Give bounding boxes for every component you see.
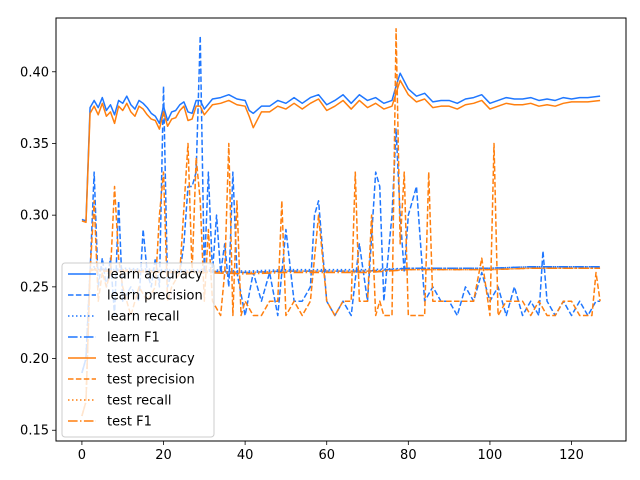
- legend-label: test F1: [107, 415, 152, 430]
- y-tick-label: 0.15: [20, 424, 49, 439]
- y-tick-label: 0.25: [20, 280, 49, 295]
- legend-label: learn F1: [107, 331, 160, 346]
- legend-label: test recall: [107, 394, 172, 409]
- legend-box: [61, 262, 215, 438]
- series-line-test-accuracy: [81, 79, 601, 224]
- x-tick-label: 20: [155, 448, 172, 463]
- y-axis: 0.15 0.20 0.25 0.30 0.35 0.40: [20, 65, 56, 439]
- x-axis: 0 20 40 60 80 100 120: [78, 441, 584, 463]
- x-tick-label: 80: [400, 448, 417, 463]
- y-tick-label: 0.40: [20, 65, 49, 80]
- plot-frame: [55, 17, 627, 442]
- legend-label: test precision: [107, 373, 195, 388]
- y-tick-label: 0.20: [20, 352, 49, 367]
- y-tick-label: 0.35: [20, 137, 49, 152]
- legend-label: test accuracy: [107, 352, 195, 367]
- series-line-learn-accuracy: [81, 72, 601, 222]
- y-tick-label: 0.30: [20, 209, 49, 224]
- x-tick-label: 100: [478, 448, 503, 463]
- legend-label: learn accuracy: [107, 268, 203, 283]
- x-tick-label: 40: [237, 448, 254, 463]
- x-tick-label: 120: [559, 448, 584, 463]
- legend-label: learn precision: [107, 289, 203, 304]
- legend-label: learn recall: [107, 310, 179, 325]
- x-tick-label: 60: [318, 448, 335, 463]
- series-line-test-recall: [81, 267, 601, 417]
- legend: learn accuracy learn precision learn recal…: [61, 262, 215, 438]
- x-tick-label: 0: [78, 448, 86, 463]
- series-line-test-precision: [81, 28, 601, 417]
